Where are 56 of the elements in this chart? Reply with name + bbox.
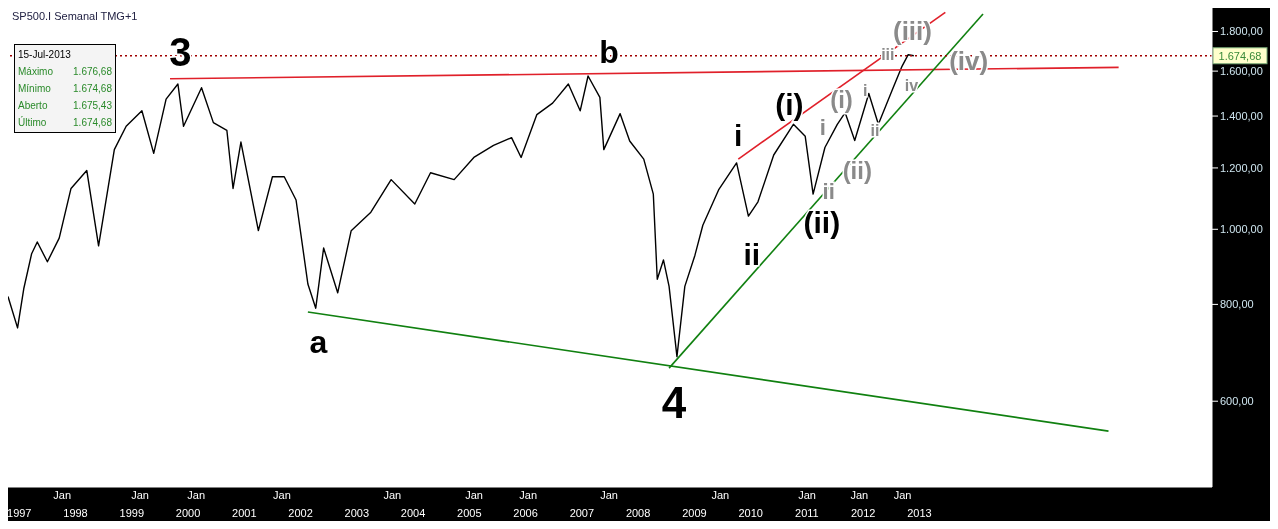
annotation: ii (743, 238, 761, 272)
y-tick-label: 600,00 (1220, 395, 1254, 408)
text: Jan (187, 489, 206, 501)
x-tick-label: 2013 (907, 507, 932, 519)
x-tick-label: 2010 (738, 507, 763, 519)
x-tick-label: 2002 (288, 507, 313, 519)
x-tick-label: 2011 (795, 507, 819, 519)
y-tick-label: 1.000,00 (1220, 223, 1263, 236)
text: Mínimo 1.674,68 (18, 83, 112, 94)
text: Jan (53, 489, 72, 501)
annotation: (ii) (803, 206, 841, 240)
x-tick-label: 2012 (850, 507, 876, 519)
annotation: iv (904, 76, 919, 94)
text: Jan (465, 489, 483, 501)
y-tick-label: 1.400,00 (1220, 109, 1263, 122)
x-tick-label: 2009 (682, 507, 707, 519)
x-tick-label: 2003 (344, 507, 370, 519)
annotation: i (819, 114, 826, 140)
text: Máximo 1.676,68 (18, 66, 112, 77)
y-tick-label: 800,00 (1220, 298, 1254, 311)
text: Jan (711, 489, 730, 501)
x-tick-label: 2005 (457, 507, 482, 519)
annotation: i (733, 119, 743, 153)
annotation: (i) (775, 88, 804, 122)
ref-line-label: 1.674,68 (1218, 49, 1262, 62)
text: Jan (893, 489, 912, 501)
y-tick-label: 1.800,00 (1220, 25, 1263, 38)
text: Aberto 1.675,43 (18, 100, 112, 111)
chart-title: SP500.I Semanal TMG+1 (12, 10, 138, 22)
annotation: i (862, 81, 868, 99)
text: Jan (600, 489, 618, 501)
text: Jan (273, 489, 291, 501)
annotation: 15-Jul-2013 (18, 48, 71, 62)
x-tick-label: 1998 (63, 507, 88, 519)
annotation: 4 (661, 378, 687, 428)
x-tick-label: 2008 (625, 507, 651, 519)
x-tick-label: 1997 (7, 507, 32, 519)
text: Jan (519, 489, 538, 501)
y-tick-label: 1.600,00 (1220, 65, 1263, 78)
x-tick-label: 2007 (569, 507, 595, 519)
x-tick-label: 1999 (119, 507, 145, 519)
x-tick-label: 2004 (400, 507, 426, 519)
annotation: (ii) (842, 157, 872, 185)
annotation: a (309, 323, 328, 360)
y-tick-label: 1.200,00 (1220, 161, 1263, 174)
annotation: b (599, 33, 619, 70)
text: Jan (798, 489, 816, 501)
x-tick-label: 2006 (513, 507, 538, 519)
annotation: 3 (169, 29, 192, 74)
text: Jan (383, 489, 402, 501)
annotation: (i) (830, 86, 853, 114)
x-tick-label: 2000 (175, 507, 201, 519)
text: Jan (850, 489, 869, 501)
text: Último 1.674,68 (18, 117, 112, 128)
x-tick-label: 2001 (232, 507, 257, 519)
text: Jan (131, 489, 149, 501)
